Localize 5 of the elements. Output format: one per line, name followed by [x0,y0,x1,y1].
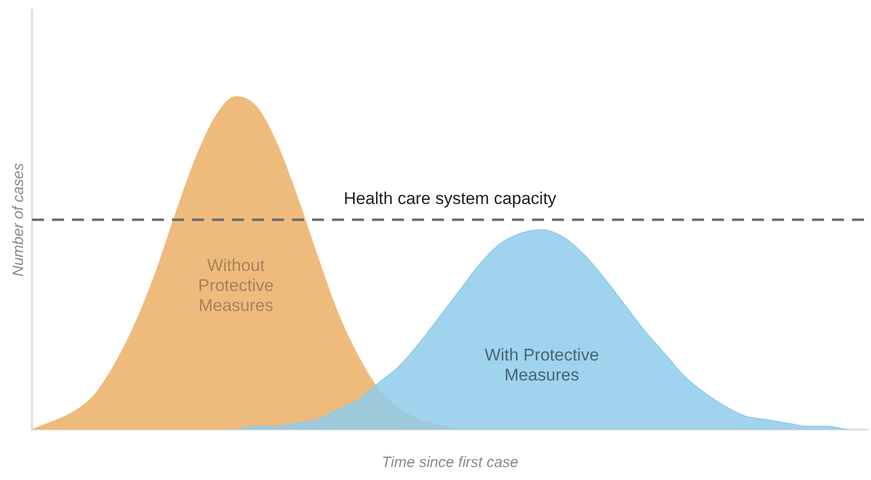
series-label: Without Protective Measures [198,256,274,316]
ref-line-label: Health care system capacity [344,188,557,208]
y-axis-title: Number of cases [10,162,28,276]
x-axis-title: Time since first case [382,454,518,472]
series-label: With Protective Measures [484,345,599,384]
